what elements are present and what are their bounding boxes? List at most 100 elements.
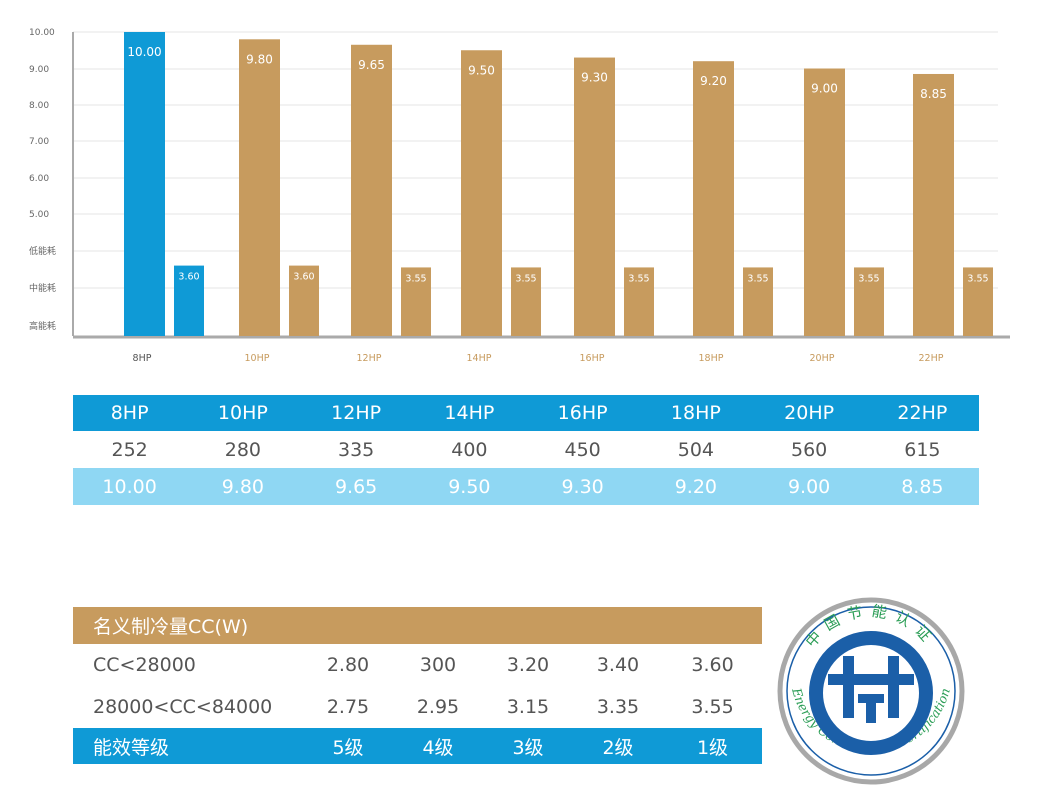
grade-value-cell: 3.20 [506,654,550,676]
spec-table: 8HP 10HP 12HP 14HP 16HP 18HP 20HP 22HP 2… [73,395,979,505]
bar-eer-value [239,39,280,337]
bar-value-label: 9.30 [581,71,608,85]
y-tick-label: 中能耗 [29,282,56,294]
x-tick-label: 16HP [580,353,605,364]
bar-value-label: 3.55 [515,273,536,284]
bar-eer-value [693,61,734,336]
bar-value-label: 10.00 [127,45,161,59]
grade-level-cell: 5级 [303,728,393,764]
spec-eer-cell: 9.50 [412,468,526,505]
bar-value-label: 3.60 [293,272,314,283]
spec-table-eer-row: 10.00 9.80 9.65 9.50 9.30 9.20 9.00 8.85 [73,468,979,505]
spec-table-model-row: 8HP 10HP 12HP 14HP 16HP 18HP 20HP 22HP [73,395,979,431]
bar-value-label: 8.85 [920,87,947,101]
bar-value-label: 9.65 [358,58,385,72]
grade-value-cell: 3.55 [691,696,734,718]
y-tick-label: 低能耗 [29,245,56,257]
grade-table-header: 名义制冷量CC(W) [73,607,763,644]
spec-table-capacity-row: 252 280 335 400 450 504 560 615 [73,431,979,468]
spec-eer-cell: 8.85 [865,468,979,505]
grade-value-cell: 300 [419,654,457,676]
spec-capacity-cell: 615 [865,431,979,468]
bar-comparison-value [963,267,993,336]
bar-value-label: 3.55 [405,273,426,284]
bar-eer-value [804,68,845,336]
bar-eer-value [461,50,502,336]
grade-value-cell: 3.15 [506,696,550,718]
spec-model-cell: 14HP [412,395,526,431]
bar-value-label: 3.55 [858,273,879,284]
grade-row-label: 28000<CC<84000 [93,696,273,718]
y-tick-label: 8.00 [29,101,49,111]
grade-table-row: 28000<CC<84000 2.75 2.95 3.15 3.35 3.55 [73,686,762,728]
grade-value-cell: 3.40 [596,654,640,676]
x-tick-label: 18HP [699,353,724,364]
x-tick-label: 22HP [919,353,944,364]
spec-capacity-cell: 400 [412,431,526,468]
x-tick-label: 14HP [467,353,492,364]
bar-comparison-value [174,265,204,336]
y-tick-label: 高能耗 [29,320,56,332]
bar-value-label: 3.55 [967,273,988,284]
bar-eer-value [124,32,165,336]
spec-model-cell: 12HP [299,395,413,431]
y-tick-label: 5.00 [29,210,49,220]
spec-capacity-cell: 280 [186,431,300,468]
spec-model-cell: 22HP [865,395,979,431]
bar-comparison-value [624,267,654,336]
bar-comparison-value [743,267,773,336]
bar-value-label: 3.60 [178,272,199,283]
seal-inner-ring [786,606,956,776]
bar-comparison-value [511,267,541,336]
spec-capacity-cell: 450 [526,431,640,468]
x-tick-label: 8HP [133,353,152,364]
grade-level-cell: 3级 [483,728,573,764]
spec-model-cell: 8HP [73,395,187,431]
grade-table-header-row: 名义制冷量CC(W) [73,607,763,644]
grade-level-cell: 2级 [573,728,663,764]
spec-eer-cell: 10.00 [73,468,187,505]
spec-model-cell: 16HP [526,395,640,431]
spec-capacity-cell: 560 [752,431,866,468]
spec-model-cell: 18HP [639,395,753,431]
spec-eer-cell: 9.20 [639,468,753,505]
grade-value-cell: 2.75 [326,696,370,718]
bar-eer-value [913,73,954,336]
y-tick-label: 9.00 [29,65,49,75]
spec-eer-cell: 9.65 [299,468,413,505]
grade-level-cell: 1级 [663,728,763,764]
bar-value-label: 9.00 [811,82,838,96]
y-tick-label: 6.00 [29,174,49,184]
seal-emblem [809,631,933,755]
spec-eer-cell: 9.30 [526,468,640,505]
grade-table: 名义制冷量CC(W) CC<28000 2.80 300 3.20 3.40 3… [73,607,763,764]
bar-value-label: 9.20 [700,74,727,88]
spec-eer-cell: 9.00 [752,468,866,505]
spec-eer-cell: 9.80 [186,468,300,505]
bar-eer-value [351,44,392,337]
spec-capacity-cell: 335 [299,431,413,468]
x-tick-label: 20HP [810,353,835,364]
bar-value-label: 3.55 [747,273,768,284]
grade-footer-label: 能效等级 [73,728,303,764]
energy-conservation-certification-seal: 中国节能认证 Energy Conservation Certification [777,597,965,785]
bar-value-label: 3.55 [628,273,649,284]
y-tick-label: 10.00 [29,28,55,38]
spec-model-cell: 20HP [752,395,866,431]
x-tick-label: 10HP [245,353,270,364]
grade-value-cell: 2.80 [326,654,370,676]
bar-value-label: 9.50 [468,63,495,77]
x-tick-label: 12HP [357,353,382,364]
grade-table-row: CC<28000 2.80 300 3.20 3.40 3.60 [73,644,762,686]
grade-level-cell: 4级 [393,728,483,764]
grade-value-cell: 3.35 [596,696,640,718]
y-tick-label: 7.00 [29,137,49,147]
spec-model-cell: 10HP [186,395,300,431]
bar-eer-value [574,57,615,337]
bar-comparison-value [854,267,884,336]
bar-comparison-value [289,265,319,336]
grade-value-cell: 2.95 [416,696,460,718]
grade-table-footer-row: 能效等级 5级 4级 3级 2级 1级 [73,728,763,764]
bar-comparison-value [401,267,431,336]
